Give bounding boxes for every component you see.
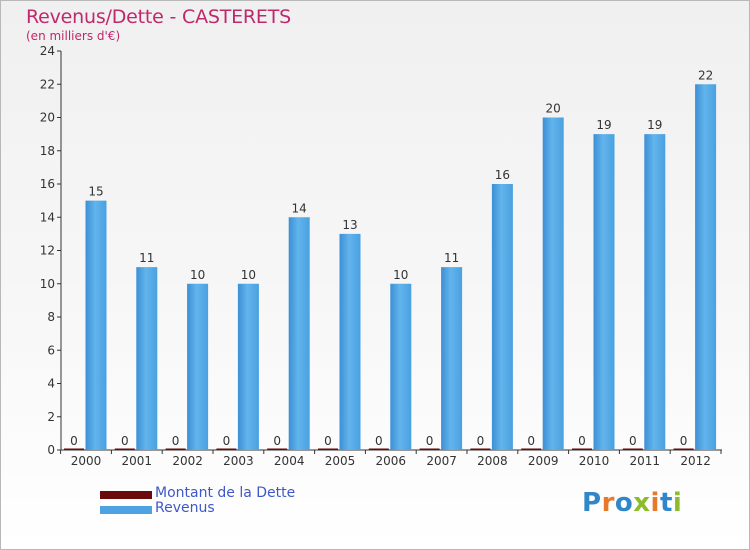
- bar-dette: [318, 448, 338, 450]
- bar-revenus: [136, 267, 158, 450]
- x-tick-label: 2006: [376, 454, 407, 468]
- data-label-dette: 0: [70, 434, 78, 448]
- x-tick-label: 2002: [172, 454, 203, 468]
- bar-dette: [622, 448, 643, 450]
- bar-revenus: [288, 217, 310, 450]
- data-label-revenus: 10: [393, 268, 408, 282]
- legend-swatch-dette: [100, 491, 152, 499]
- data-label-revenus: 19: [596, 118, 611, 132]
- y-tick-label: 4: [47, 377, 55, 391]
- y-tick-label: 6: [47, 343, 55, 357]
- bar-dette: [521, 448, 542, 450]
- proxiti-logo: Proxiti: [582, 488, 683, 518]
- data-label-revenus: 10: [241, 268, 256, 282]
- data-label-revenus: 10: [190, 268, 205, 282]
- bar-revenus: [187, 283, 209, 450]
- data-label-dette: 0: [527, 434, 535, 448]
- data-label-dette: 0: [426, 434, 434, 448]
- bar-dette: [572, 448, 592, 450]
- bar-dette: [216, 448, 237, 450]
- x-tick-label: 2009: [528, 454, 559, 468]
- x-tick-label: 2000: [71, 454, 102, 468]
- bar-revenus: [644, 134, 666, 450]
- data-label-dette: 0: [375, 434, 383, 448]
- data-label-revenus: 13: [342, 218, 357, 232]
- data-label-revenus: 22: [698, 68, 713, 82]
- y-tick-label: 20: [40, 111, 55, 125]
- bar-dette: [114, 448, 135, 450]
- data-label-revenus: 15: [88, 185, 103, 199]
- x-tick-label: 2004: [274, 454, 305, 468]
- data-label-dette: 0: [324, 434, 332, 448]
- data-label-dette: 0: [629, 434, 637, 448]
- bar-revenus: [695, 84, 717, 450]
- legend-label-dette: Montant de la Dette: [155, 485, 296, 501]
- bar-dette: [673, 448, 694, 450]
- bar-dette: [267, 448, 288, 450]
- y-tick-label: 22: [40, 77, 55, 91]
- data-label-dette: 0: [477, 434, 485, 448]
- bar-revenus: [237, 283, 259, 450]
- bar-revenus: [491, 184, 513, 450]
- chart-title: Revenus/Dette - CASTERETS: [26, 6, 292, 28]
- y-tick-label: 0: [47, 443, 55, 457]
- bar-revenus: [85, 200, 107, 450]
- x-tick-label: 2003: [223, 454, 254, 468]
- data-label-dette: 0: [273, 434, 281, 448]
- y-tick-label: 18: [40, 144, 55, 158]
- x-tick-label: 2005: [325, 454, 356, 468]
- data-label-dette: 0: [680, 434, 688, 448]
- bar-revenus: [390, 283, 412, 450]
- bar-dette: [470, 448, 491, 450]
- data-label-revenus: 11: [444, 251, 459, 265]
- x-tick-label: 2008: [477, 454, 508, 468]
- y-tick-label: 12: [40, 244, 55, 258]
- data-label-dette: 0: [121, 434, 129, 448]
- x-tick-label: 2011: [630, 454, 661, 468]
- legend-swatch-revenus: [100, 506, 152, 514]
- bar-revenus: [542, 117, 564, 450]
- data-label-revenus: 19: [647, 118, 662, 132]
- bar-revenus: [593, 134, 615, 450]
- data-label-dette: 0: [172, 434, 180, 448]
- bar-revenus: [441, 267, 463, 450]
- data-label-revenus: 14: [292, 201, 307, 215]
- bars: [64, 84, 717, 450]
- y-tick-label: 24: [40, 44, 55, 58]
- y-tick-label: 16: [40, 177, 55, 191]
- bar-dette: [165, 448, 186, 450]
- y-tick-label: 10: [40, 277, 55, 291]
- y-tick-label: 2: [47, 410, 55, 424]
- x-tick-label: 2001: [122, 454, 153, 468]
- bar-dette: [419, 448, 440, 450]
- data-label-revenus: 11: [139, 251, 154, 265]
- data-label-revenus: 16: [495, 168, 510, 182]
- chart-subtitle: (en milliers d'€): [26, 29, 121, 43]
- legend-label-revenus: Revenus: [155, 500, 215, 516]
- data-labels: 0 15 0 11 0 10 0 10 0 14 0 13 0 10 0 11 0 16 0 20 0 19 0 19 0 22: [70, 68, 713, 448]
- bar-dette: [368, 448, 389, 450]
- x-tick-label: 2012: [680, 454, 711, 468]
- data-label-dette: 0: [223, 434, 231, 448]
- y-tick-label: 14: [40, 210, 55, 224]
- bar-revenus: [339, 233, 361, 450]
- x-tick-label: 2007: [426, 454, 457, 468]
- data-label-dette: 0: [578, 434, 586, 448]
- data-label-revenus: 20: [546, 102, 561, 116]
- y-tick-label: 8: [47, 310, 55, 324]
- bar-dette: [64, 448, 84, 450]
- x-tick-label: 2010: [579, 454, 610, 468]
